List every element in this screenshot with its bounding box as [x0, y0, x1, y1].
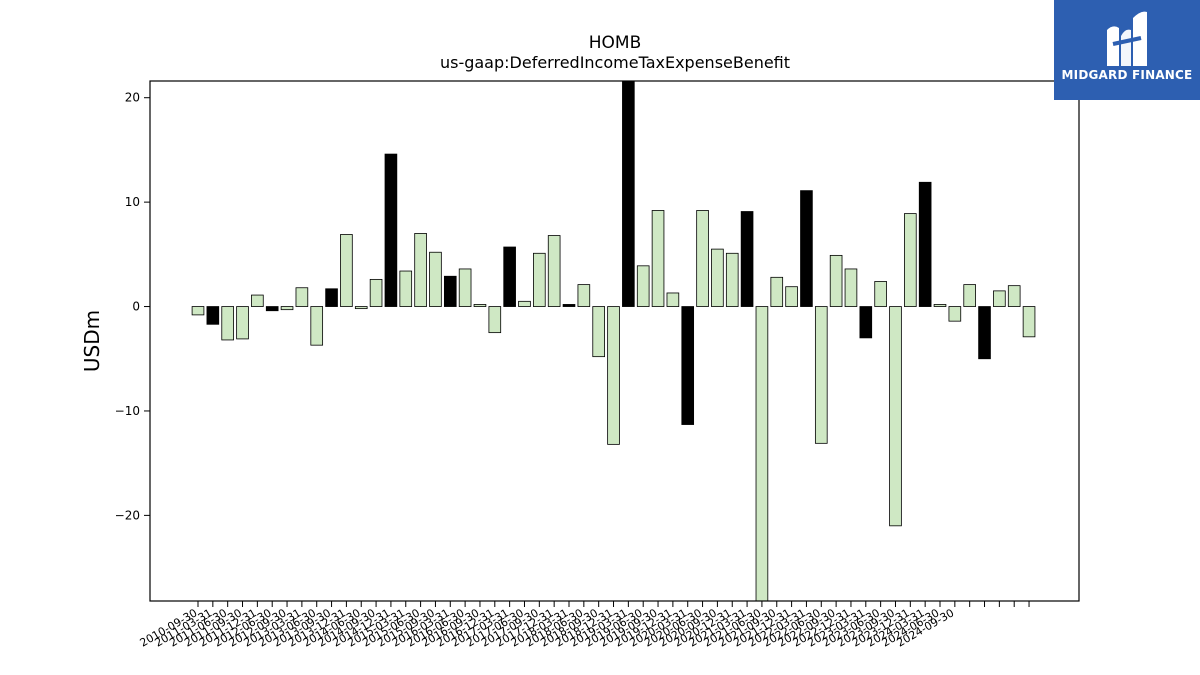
- bar: [443, 275, 457, 307]
- bar: [829, 254, 843, 307]
- bar: [696, 210, 709, 307]
- bar: [236, 306, 249, 340]
- bar: [547, 235, 561, 307]
- bar: [340, 234, 353, 307]
- y-tick-label: 20: [125, 91, 140, 105]
- y-axis: −20 −10 0 10 20: [115, 91, 150, 522]
- bar: [325, 288, 338, 307]
- chart-title: HOMB: [589, 33, 642, 53]
- bar: [636, 265, 650, 307]
- y-axis-label: USDm: [80, 310, 104, 372]
- bar: [251, 294, 264, 307]
- brand-logo: MIDGARD FINANCE: [1054, 0, 1200, 100]
- logo-text: MIDGARD FINANCE: [1061, 68, 1193, 82]
- bar: [681, 306, 695, 425]
- y-tick-label: −10: [115, 404, 140, 418]
- bar: [666, 292, 680, 307]
- bar: [562, 304, 576, 307]
- bar: [993, 290, 1006, 307]
- bar: [399, 270, 413, 307]
- bar: [785, 286, 798, 307]
- bar: [963, 284, 976, 307]
- bar: [265, 306, 279, 312]
- bar: [414, 233, 427, 307]
- y-tick-label: 10: [125, 195, 140, 209]
- bar: [458, 268, 472, 307]
- bar: [577, 284, 591, 307]
- bar: [310, 306, 324, 346]
- bar: [488, 306, 502, 334]
- bar: [473, 304, 487, 307]
- bar: [592, 306, 605, 358]
- bar: [518, 300, 531, 307]
- bar: [844, 268, 858, 307]
- bar: [978, 306, 991, 360]
- bar: [607, 306, 620, 445]
- bar: [918, 181, 932, 307]
- plot-frame: [149, 80, 1080, 602]
- bar: [651, 210, 665, 307]
- bar: [429, 251, 442, 307]
- bar: [874, 281, 887, 307]
- y-tick-label: 0: [132, 300, 140, 314]
- bar: [859, 306, 873, 339]
- bar: [191, 306, 205, 316]
- bar: [295, 287, 309, 307]
- bar: [725, 252, 739, 307]
- x-axis: 2010-09-302011-03-312011-06-302011-09-30…: [138, 601, 1030, 650]
- bar: [354, 306, 368, 310]
- bar: [755, 306, 769, 602]
- bar: [1022, 306, 1036, 338]
- bar: [1007, 285, 1021, 307]
- bar: [503, 246, 516, 307]
- bar: [384, 153, 398, 307]
- bar: [814, 306, 828, 444]
- bar: [933, 304, 947, 307]
- bar: [221, 306, 234, 341]
- bar: [533, 252, 546, 307]
- chart-subtitle: us-gaap:DeferredIncomeTaxExpenseBenefit: [440, 53, 790, 72]
- midgard-logo-icon: [1107, 11, 1147, 66]
- bar: [770, 276, 784, 307]
- bar: [711, 248, 724, 307]
- bar: [369, 278, 383, 307]
- bar: [948, 306, 962, 322]
- bar: [904, 213, 917, 307]
- bar: [800, 190, 813, 307]
- bar: [889, 306, 902, 527]
- bar: [280, 306, 294, 311]
- bar: [622, 80, 635, 307]
- y-tick-label: −20: [115, 508, 140, 522]
- bars-group: [191, 80, 1036, 602]
- bar: [206, 306, 220, 325]
- bar: [740, 211, 754, 307]
